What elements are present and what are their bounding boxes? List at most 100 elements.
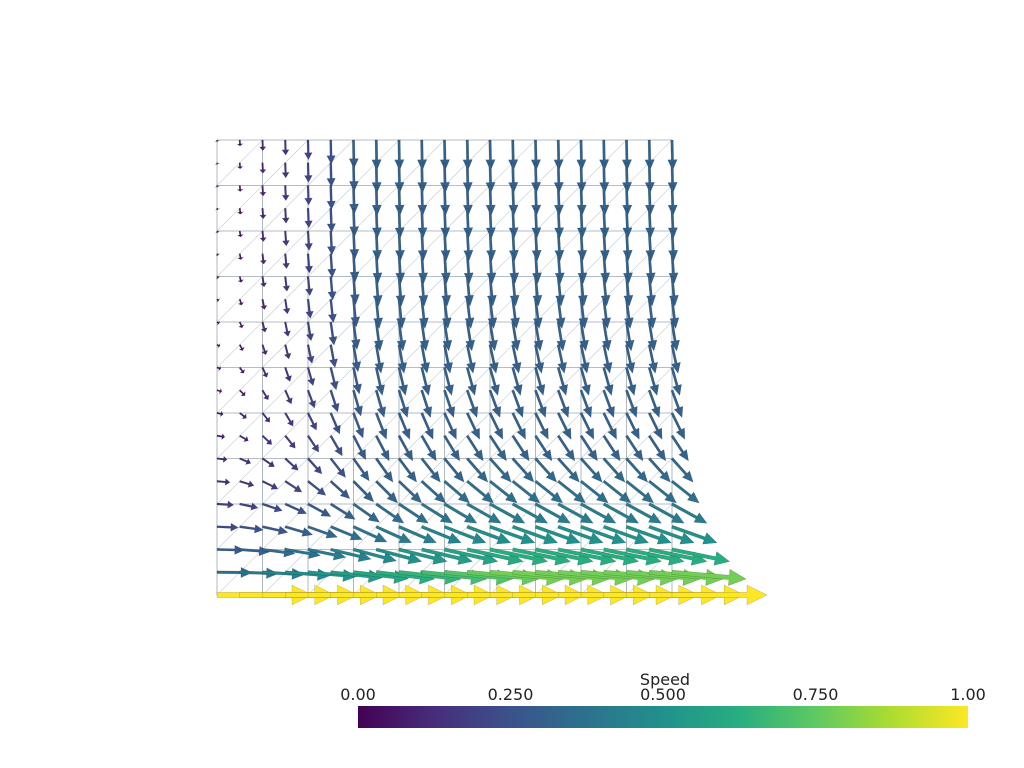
vector-arrow	[259, 253, 267, 265]
vector-arrow	[238, 434, 249, 443]
vector-arrow	[238, 389, 246, 397]
vector-arrow	[306, 412, 318, 431]
vector-arrow	[576, 207, 587, 239]
vector-arrow	[644, 139, 655, 171]
vector-arrow	[625, 389, 638, 419]
vector-arrow	[579, 457, 603, 483]
vector-arrow	[533, 321, 544, 352]
vector-arrow	[556, 321, 567, 352]
vector-arrow	[488, 389, 502, 419]
vector-arrow	[534, 344, 545, 374]
vector-arrow	[579, 344, 590, 374]
vector-arrow	[420, 434, 437, 462]
vector-arrow	[328, 321, 338, 346]
vector-arrow	[394, 230, 405, 262]
vector-arrow	[511, 502, 549, 524]
vector-arrow	[648, 479, 677, 504]
colorbar-title: Speed	[640, 670, 690, 689]
vector-arrow	[534, 434, 553, 462]
vector-arrow	[216, 500, 235, 509]
vector-arrow	[307, 525, 338, 539]
vector-arrow	[352, 547, 398, 564]
vector-arrow	[216, 566, 253, 578]
vector-arrow	[466, 502, 502, 524]
vector-arrow	[398, 547, 448, 565]
vector-arrow	[236, 185, 244, 192]
vector-arrow	[667, 139, 678, 171]
vector-arrow	[621, 139, 632, 171]
vector-arrow	[579, 366, 591, 396]
vector-arrow	[488, 412, 504, 440]
vector-arrow	[236, 207, 244, 215]
vector-arrow	[488, 366, 500, 396]
vector-arrow	[670, 366, 682, 396]
vector-arrow	[214, 139, 220, 142]
vector-arrow	[281, 139, 290, 156]
vector-arrow	[239, 457, 252, 465]
vector-arrow	[554, 207, 565, 239]
vector-arrow	[625, 344, 636, 374]
vector-arrow	[371, 139, 382, 171]
vector-arrow	[557, 502, 594, 524]
vector-arrow	[215, 275, 220, 280]
vector-arrow	[463, 207, 474, 239]
vector-arrow	[238, 344, 245, 351]
vector-arrow	[215, 230, 220, 234]
vector-arrow	[576, 139, 587, 171]
vector-arrow	[465, 366, 477, 396]
vector-arrow	[216, 343, 221, 349]
vector-arrow	[329, 480, 351, 499]
vector-arrow	[465, 457, 489, 483]
vector-arrow	[304, 162, 313, 183]
vector-arrow	[580, 547, 640, 566]
vector-arrow	[625, 434, 644, 462]
vector-arrow	[216, 387, 223, 395]
vector-arrow	[443, 479, 471, 504]
vector-arrow	[534, 412, 549, 440]
vector-arrow	[557, 524, 604, 545]
vector-arrow	[443, 524, 487, 544]
vector-arrow	[352, 525, 388, 543]
vector-arrow	[625, 366, 637, 396]
vector-arrow	[647, 457, 671, 483]
vector-arrow	[349, 230, 360, 260]
vector-arrow	[443, 457, 465, 483]
vector-arrow	[215, 253, 220, 257]
vector-arrow	[599, 162, 610, 194]
vector-arrow	[670, 479, 700, 504]
vector-arrow	[644, 185, 656, 217]
vector-arrow	[534, 457, 558, 483]
vector-arrow	[534, 366, 546, 396]
vector-arrow	[371, 185, 382, 217]
vector-arrow	[670, 389, 684, 419]
vector-arrow	[443, 344, 453, 374]
vector-arrow	[259, 207, 267, 220]
vector-arrow	[647, 344, 659, 374]
vector-arrow	[556, 457, 580, 483]
vector-arrow	[485, 162, 496, 194]
vector-field	[214, 139, 768, 606]
vector-arrow	[488, 479, 518, 504]
mesh-diagonal	[262, 139, 309, 186]
vector-arrow	[397, 434, 414, 462]
colorbar	[358, 706, 968, 728]
vector-arrow	[281, 230, 290, 247]
vector-arrow	[281, 162, 290, 179]
vector-arrow	[374, 389, 387, 419]
vector-arrow	[304, 185, 313, 206]
vector-arrow	[306, 389, 317, 409]
vector-arrow	[603, 547, 662, 566]
vector-arrow	[670, 344, 681, 374]
colorbar-ticks: 0.00 0.250 0.500 0.750 1.00	[340, 685, 986, 704]
vector-arrow	[420, 344, 431, 374]
vector-arrow	[349, 207, 360, 238]
vector-arrow	[625, 524, 672, 545]
vector-arrow	[553, 185, 565, 217]
vector-arrow	[284, 525, 314, 537]
vector-arrow	[283, 321, 291, 337]
vector-arrow	[261, 366, 269, 378]
vector-arrow	[327, 276, 337, 301]
vector-arrow	[485, 207, 496, 239]
vector-arrow	[237, 298, 245, 306]
